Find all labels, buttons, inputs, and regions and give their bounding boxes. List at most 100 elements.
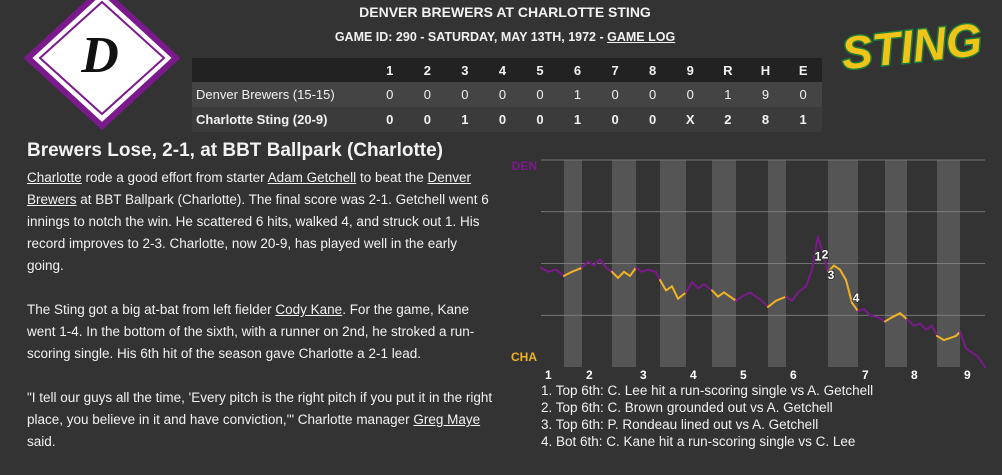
header-cell — [192, 58, 372, 82]
game-log-link[interactable]: GAME LOG — [607, 30, 676, 44]
win-probability-segment — [655, 270, 661, 282]
text: rode a good effort from starter — [81, 170, 268, 185]
win-probability-segment — [936, 334, 945, 342]
paragraph: The Sting got a big at-bat from left fie… — [27, 299, 497, 365]
win-probability-segment — [857, 308, 865, 313]
win-probability-segment — [723, 291, 737, 302]
win-probability-segment — [587, 260, 595, 267]
score-cell: 0 — [483, 107, 522, 132]
paragraph: "I tell our guys all the time, 'Every pi… — [27, 387, 497, 453]
win-probability-segment — [845, 279, 853, 304]
win-probability-segment — [755, 295, 763, 302]
y-top-label: DEN — [512, 159, 537, 173]
win-probability-segment — [540, 266, 549, 273]
win-probability-segment — [869, 314, 879, 319]
win-probability-segment — [735, 295, 743, 302]
note: 4. Bot 6th: C. Kane hit a run-scoring si… — [541, 434, 856, 449]
note: 3. Top 6th: P. Rondeau lined out vs A. G… — [541, 417, 819, 432]
header-cell: R — [709, 58, 747, 82]
link[interactable]: Cody Kane — [275, 302, 343, 317]
annotation: 4 — [853, 291, 860, 305]
article: Charlotte rode a good effort from starte… — [27, 167, 497, 475]
win-probability-segment — [741, 291, 751, 298]
score-cell: 0 — [371, 82, 409, 107]
score-cell: 0 — [521, 82, 559, 107]
win-probability-segment — [823, 256, 829, 273]
inning-label: 5 — [740, 368, 747, 382]
score-cell: 0 — [596, 82, 634, 107]
score-cell: 0 — [408, 82, 447, 107]
win-probability-segment — [805, 268, 813, 288]
win-probability-segment — [659, 279, 667, 292]
win-probability-segment — [665, 285, 673, 292]
win-probability-segment — [647, 268, 657, 273]
win-probability-segment — [959, 330, 967, 350]
logo-sting: STING — [839, 13, 984, 79]
inning-label: 1 — [545, 368, 552, 382]
y-bottom-label: CHA — [511, 350, 537, 364]
title: DENVER BREWERS AT CHARLOTTE STING — [359, 4, 651, 20]
win-probability-segment — [547, 268, 557, 273]
win-probability-segment — [617, 270, 625, 279]
score-cell: 1 — [446, 107, 484, 132]
text: said. — [27, 434, 56, 449]
link[interactable]: Adam Getchell — [267, 170, 357, 185]
link[interactable]: Greg Maye — [413, 412, 481, 427]
score-cell: 0 — [633, 82, 672, 107]
link[interactable]: Denver Brewers — [27, 170, 472, 207]
score-cell: X — [671, 107, 709, 132]
note: 2. Top 6th: C. Brown grounded out vs A. … — [541, 400, 833, 415]
score-cell: 2 — [709, 107, 747, 132]
score-cell: 0 — [671, 82, 709, 107]
win-probability-segment — [811, 235, 819, 271]
win-probability-segment — [671, 285, 679, 300]
win-probability-segment — [839, 268, 847, 282]
win-probability-segment — [851, 301, 859, 313]
inning-label: 4 — [690, 368, 697, 382]
win-probability-segment — [697, 283, 705, 290]
win-probability-segment — [623, 270, 631, 277]
link[interactable]: Charlotte — [27, 170, 82, 185]
team-row: Denver Brewers (15-15) 0 0 0 0 0 1 0 0 0 1 9 0 — [192, 82, 822, 107]
win-probability-segment — [833, 264, 841, 271]
win-probability-segment — [913, 322, 921, 327]
inning-label: 6 — [790, 368, 797, 382]
inning-label: 8 — [911, 368, 918, 382]
win-probability-segment — [611, 270, 619, 279]
header-cell: 5 — [521, 58, 559, 82]
header-cell: 4 — [483, 58, 522, 82]
team-row: Charlotte Sting (20-9) 0 0 1 0 0 1 0 0 X 2 8 1 — [192, 107, 822, 132]
win-probability-segment — [949, 334, 957, 340]
team-name: Denver Brewers (15-15) — [192, 82, 372, 107]
header-cell: E — [784, 58, 822, 82]
text: at BBT Ballpark (Charlotte). The final s… — [27, 192, 489, 273]
score-cell: 0 — [633, 107, 672, 132]
inning-label: 3 — [640, 368, 647, 382]
score-cell: 0 — [784, 82, 822, 107]
header-cell: 3 — [446, 58, 484, 82]
box-score: 1 2 3 4 5 6 7 8 9 R H E Denver Brewers (15-15) 0 0 0 0 0 1… — [192, 58, 822, 132]
header-cell: 9 — [671, 58, 709, 82]
annotation: 2 — [822, 247, 829, 261]
win-probability-segment — [635, 266, 643, 273]
logo-diamond — [23, 0, 181, 131]
score-cell: 0 — [371, 107, 409, 132]
header-cell: 8 — [633, 58, 672, 82]
win-probability-segment — [775, 295, 787, 302]
win-probability-segment — [685, 281, 693, 294]
header-cell: 1 — [371, 58, 409, 82]
logo-denver: D — [23, 0, 181, 131]
win-probability-segment — [767, 299, 777, 308]
team-name: Charlotte Sting (20-9) — [192, 107, 372, 132]
win-probability-segment — [943, 337, 951, 342]
inning-label: 7 — [862, 368, 869, 382]
subtitle-text: GAME ID: 290 - SATURDAY, MAY 13TH, 1972 … — [334, 30, 608, 44]
win-probability-segment — [977, 355, 986, 368]
win-probability-segment — [785, 295, 793, 302]
headline: Brewers Lose, 2-1, at BBT Ballpark (Char… — [27, 140, 443, 161]
score-cell: 8 — [746, 107, 785, 132]
win-probability-segment — [906, 318, 915, 327]
win-probability-segment — [641, 268, 649, 273]
